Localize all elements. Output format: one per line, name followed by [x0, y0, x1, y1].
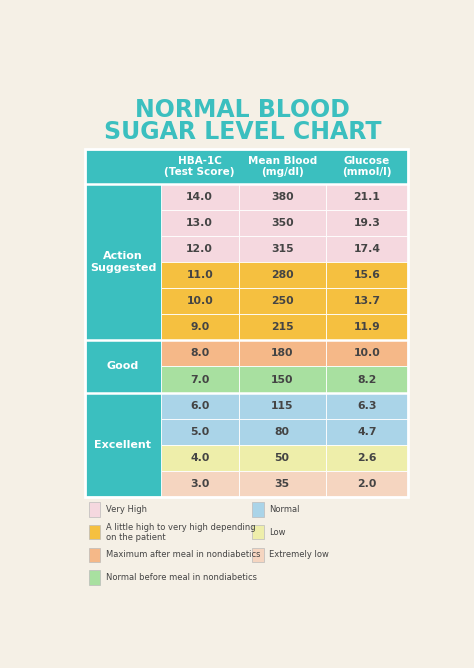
Bar — [238, 419, 326, 445]
Text: Normal: Normal — [269, 505, 300, 514]
Text: 4.0: 4.0 — [190, 453, 210, 463]
Bar — [252, 525, 264, 540]
Text: 280: 280 — [271, 271, 293, 281]
Text: 350: 350 — [271, 218, 293, 228]
Bar — [161, 315, 238, 341]
Text: Maximum after meal in nondiabetics: Maximum after meal in nondiabetics — [106, 550, 260, 559]
Text: 380: 380 — [271, 192, 293, 202]
Text: 8.2: 8.2 — [357, 375, 377, 385]
Bar — [326, 419, 408, 445]
Bar — [238, 315, 326, 341]
Bar — [89, 548, 100, 562]
Text: Normal before meal in nondiabetics: Normal before meal in nondiabetics — [106, 573, 256, 582]
Bar — [326, 236, 408, 263]
Bar — [85, 341, 161, 393]
Bar — [238, 393, 326, 419]
Text: 10.0: 10.0 — [186, 297, 213, 307]
Bar — [161, 184, 238, 210]
Bar — [326, 315, 408, 341]
Text: 150: 150 — [271, 375, 293, 385]
Text: 21.1: 21.1 — [354, 192, 381, 202]
Text: A little high to very high depending
on the patient: A little high to very high depending on … — [106, 522, 255, 542]
Bar — [326, 471, 408, 497]
Text: 13.0: 13.0 — [186, 218, 213, 228]
Text: 6.3: 6.3 — [357, 401, 377, 411]
Text: 3.0: 3.0 — [190, 479, 210, 489]
Bar — [85, 393, 161, 497]
Bar — [238, 236, 326, 263]
Bar — [85, 184, 161, 341]
Text: 12.0: 12.0 — [186, 244, 213, 255]
Bar — [238, 341, 326, 367]
Bar — [238, 210, 326, 236]
Text: 13.7: 13.7 — [354, 297, 381, 307]
Text: 215: 215 — [271, 323, 293, 333]
Text: 115: 115 — [271, 401, 293, 411]
Bar — [85, 149, 408, 497]
Bar — [326, 341, 408, 367]
Text: 180: 180 — [271, 349, 293, 359]
Bar — [161, 289, 238, 315]
Text: 5.0: 5.0 — [190, 427, 210, 437]
Text: 11.0: 11.0 — [186, 271, 213, 281]
Bar — [326, 367, 408, 393]
Text: 2.6: 2.6 — [357, 453, 377, 463]
Text: 250: 250 — [271, 297, 293, 307]
Bar — [161, 367, 238, 393]
Bar — [238, 289, 326, 315]
Text: NORMAL BLOOD: NORMAL BLOOD — [136, 98, 350, 122]
Bar — [326, 445, 408, 471]
Bar — [89, 502, 100, 517]
Text: 80: 80 — [274, 427, 290, 437]
Text: 4.7: 4.7 — [357, 427, 377, 437]
Bar — [89, 525, 100, 540]
Bar — [161, 419, 238, 445]
Bar — [85, 149, 408, 184]
Bar — [238, 184, 326, 210]
Text: Extremely low: Extremely low — [269, 550, 329, 559]
Text: 315: 315 — [271, 244, 293, 255]
Bar — [161, 393, 238, 419]
Bar — [238, 367, 326, 393]
Text: 11.9: 11.9 — [354, 323, 381, 333]
Text: 8.0: 8.0 — [190, 349, 210, 359]
Bar — [326, 289, 408, 315]
Text: 10.0: 10.0 — [354, 349, 381, 359]
Text: 17.4: 17.4 — [354, 244, 381, 255]
Text: 35: 35 — [274, 479, 290, 489]
Bar — [252, 548, 264, 562]
Text: Glucose
(mmol/l): Glucose (mmol/l) — [342, 156, 392, 178]
Bar — [161, 236, 238, 263]
Bar — [161, 210, 238, 236]
Text: Mean Blood
(mg/dl): Mean Blood (mg/dl) — [247, 156, 317, 178]
Bar — [161, 471, 238, 497]
Bar — [326, 210, 408, 236]
Bar — [161, 445, 238, 471]
Text: Low: Low — [269, 528, 285, 537]
Text: 9.0: 9.0 — [190, 323, 210, 333]
Bar — [238, 263, 326, 289]
Text: SUGAR LEVEL CHART: SUGAR LEVEL CHART — [104, 120, 382, 144]
Text: 6.0: 6.0 — [190, 401, 210, 411]
Text: 14.0: 14.0 — [186, 192, 213, 202]
Text: Excellent: Excellent — [94, 440, 152, 450]
Bar — [161, 341, 238, 367]
Text: 15.6: 15.6 — [354, 271, 381, 281]
Text: 7.0: 7.0 — [190, 375, 210, 385]
Bar — [238, 445, 326, 471]
Bar — [238, 471, 326, 497]
Text: Very High: Very High — [106, 505, 146, 514]
Bar — [252, 502, 264, 517]
Text: 19.3: 19.3 — [354, 218, 381, 228]
Bar — [161, 263, 238, 289]
Bar — [326, 263, 408, 289]
Text: HBA-1C
(Test Score): HBA-1C (Test Score) — [164, 156, 235, 178]
Text: Good: Good — [107, 361, 139, 371]
Bar — [89, 570, 100, 584]
Text: 2.0: 2.0 — [357, 479, 377, 489]
Text: Action
Suggested: Action Suggested — [90, 251, 156, 273]
Bar — [326, 393, 408, 419]
Text: 50: 50 — [274, 453, 290, 463]
Bar — [326, 184, 408, 210]
